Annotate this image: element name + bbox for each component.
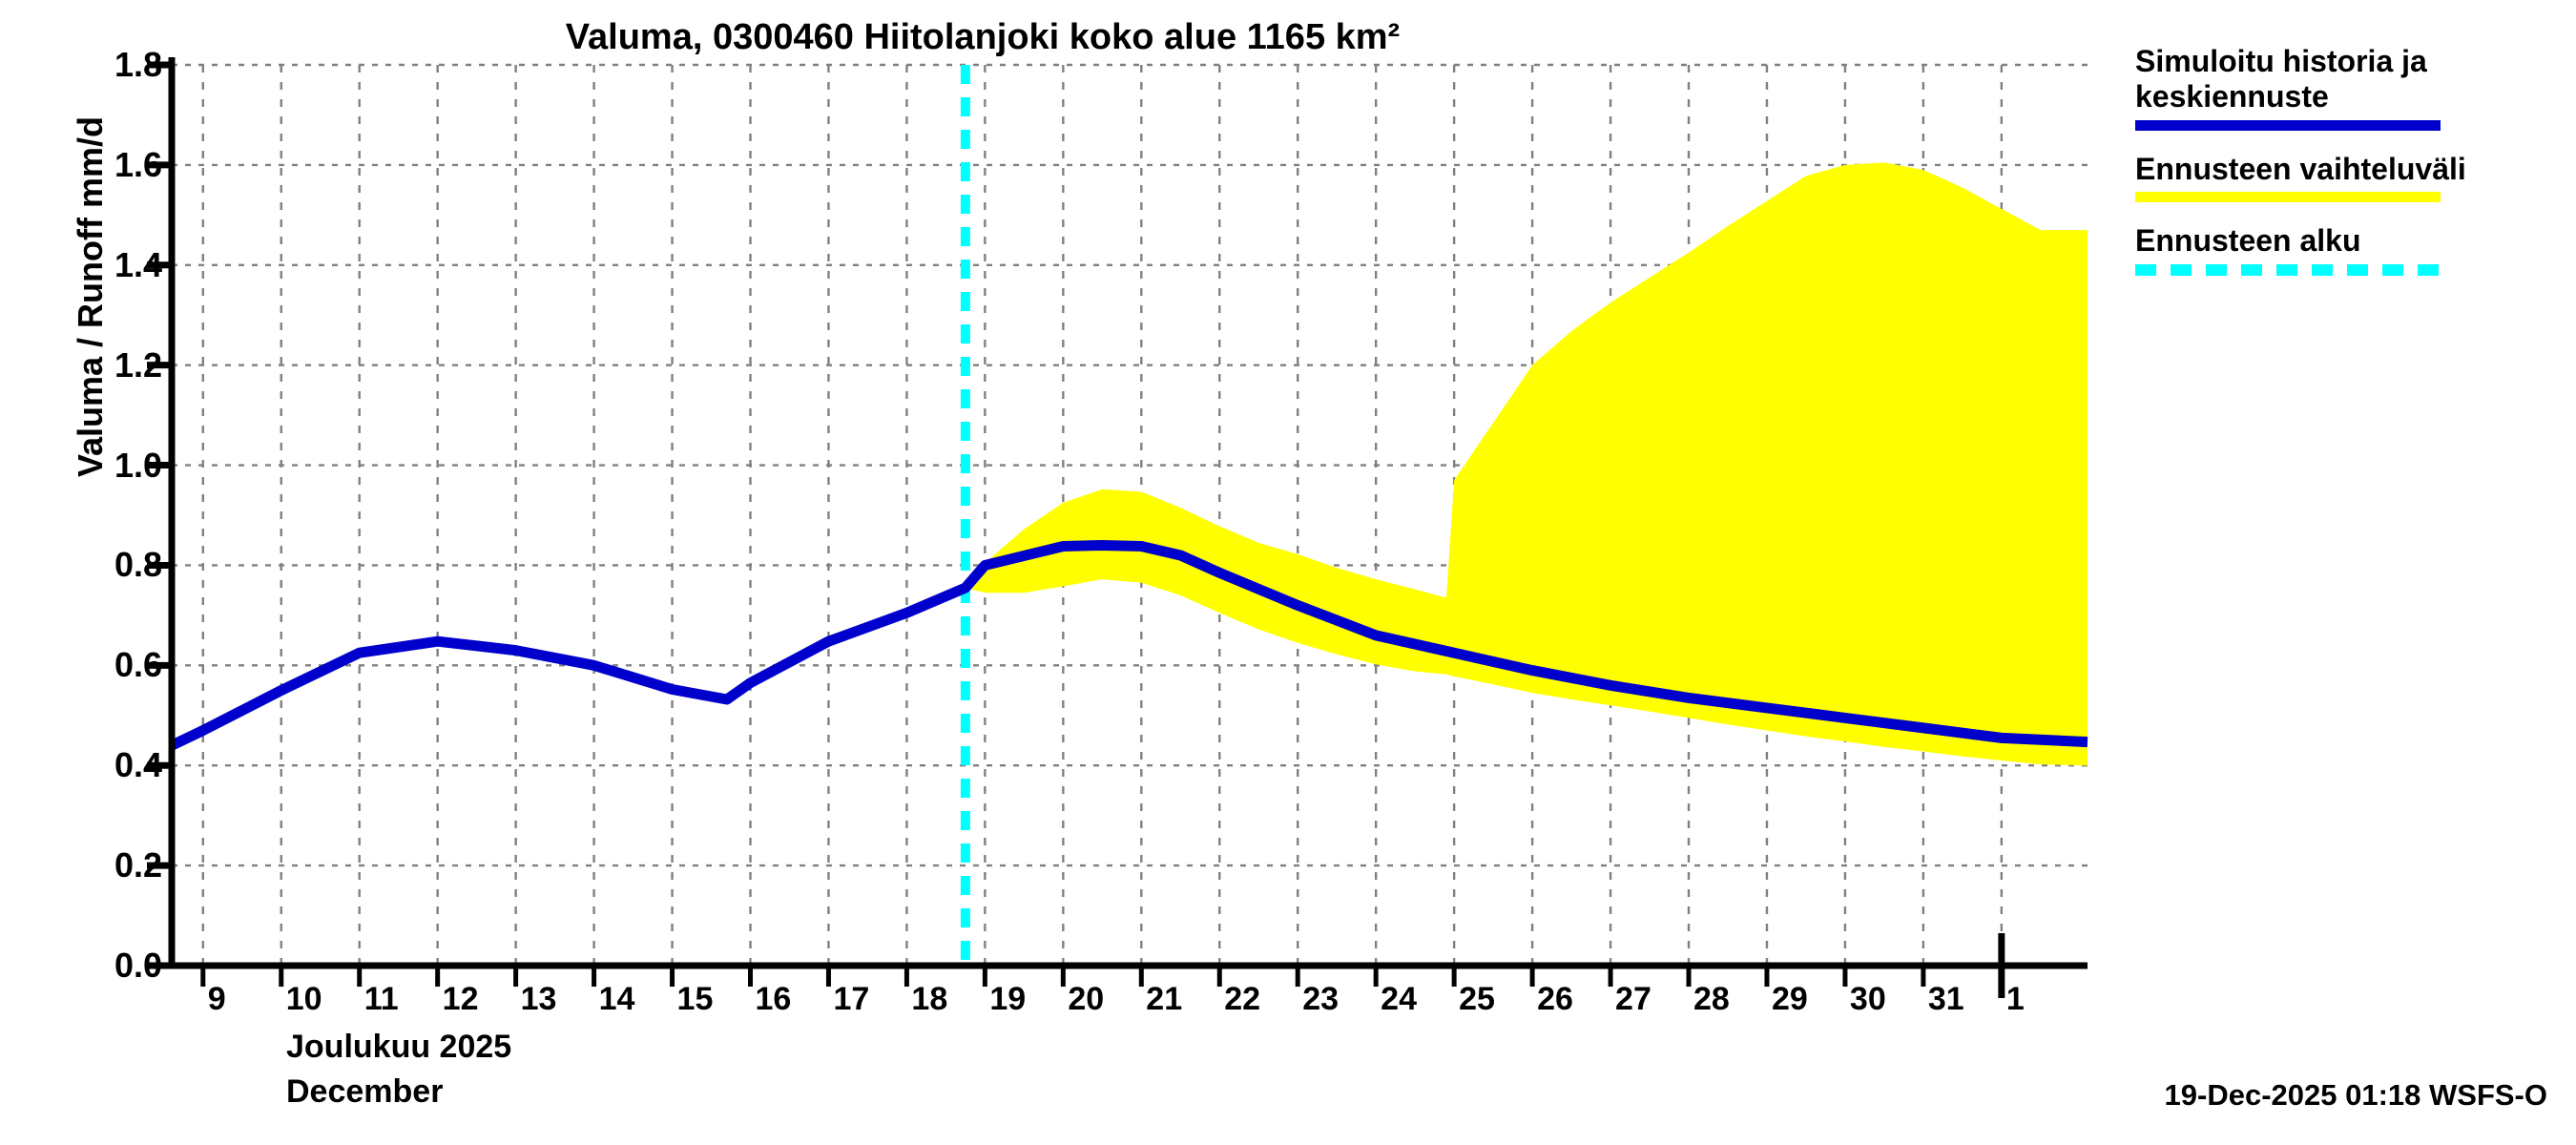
x-tick-label: 13 (520, 981, 557, 1017)
legend-item-range: Ennusteen vaihteluväli (2135, 151, 2565, 203)
x-tick-label: 9 (207, 981, 226, 1017)
x-tick-label: 14 (598, 981, 635, 1017)
legend-label-mean: Simuloitu historia ja keskiennuste (2135, 44, 2427, 114)
x-axis-label-fi: Joulukuu 2025 (286, 1029, 512, 1065)
x-tick-label: 29 (1771, 981, 1808, 1017)
x-tick-label: 17 (833, 981, 870, 1017)
x-axis-label-en: December (286, 1073, 444, 1110)
legend-item-mean: Simuloitu historia ja keskiennuste (2135, 44, 2565, 131)
legend-label-forecast-start: Ennusteen alku (2135, 223, 2361, 259)
legend-label-range: Ennusteen vaihteluväli (2135, 151, 2466, 186)
x-tick-label: 20 (1068, 981, 1105, 1017)
x-tick-label: 26 (1537, 981, 1573, 1017)
legend-swatch-blue-line (2135, 119, 2441, 131)
legend-swatch-cyan-dashed (2135, 263, 2441, 276)
page-title: Valuma, 0300460 Hiitolanjoki koko alue 1… (565, 17, 1401, 57)
footer-timestamp: 19-Dec-2025 01:18 WSFS-O (2164, 1078, 2547, 1112)
forecast-range-band (965, 162, 2088, 766)
x-tick-label: 16 (755, 981, 792, 1017)
x-tick-label: 10 (285, 981, 322, 1017)
legend-item-forecast-start: Ennusteen alku (2135, 223, 2565, 276)
x-tick-label: 15 (676, 981, 714, 1017)
x-tick-label: 12 (442, 981, 479, 1017)
x-tick-label: 27 (1615, 981, 1652, 1017)
x-tick-label: 21 (1146, 981, 1183, 1017)
legend-swatch-yellow-band (2135, 192, 2441, 203)
x-tick-label: 25 (1459, 981, 1495, 1017)
x-tick-label: 23 (1302, 981, 1340, 1017)
x-tick-label: 31 (1927, 981, 1964, 1017)
x-tick-label: 28 (1693, 981, 1730, 1017)
x-tick-label: 19 (989, 981, 1027, 1017)
x-tick-label: 11 (364, 981, 399, 1017)
legend: Simuloitu historia ja keskiennuste Ennus… (2135, 44, 2565, 285)
x-tick-label: 30 (1849, 981, 1886, 1017)
mean-forecast-line (169, 539, 2088, 751)
x-tick-label: 24 (1381, 981, 1417, 1017)
x-tick-label: 22 (1224, 981, 1261, 1017)
x-tick-label: 18 (911, 981, 948, 1017)
x-tick-label: 1 (2005, 981, 2025, 1017)
axes (147, 57, 2088, 998)
